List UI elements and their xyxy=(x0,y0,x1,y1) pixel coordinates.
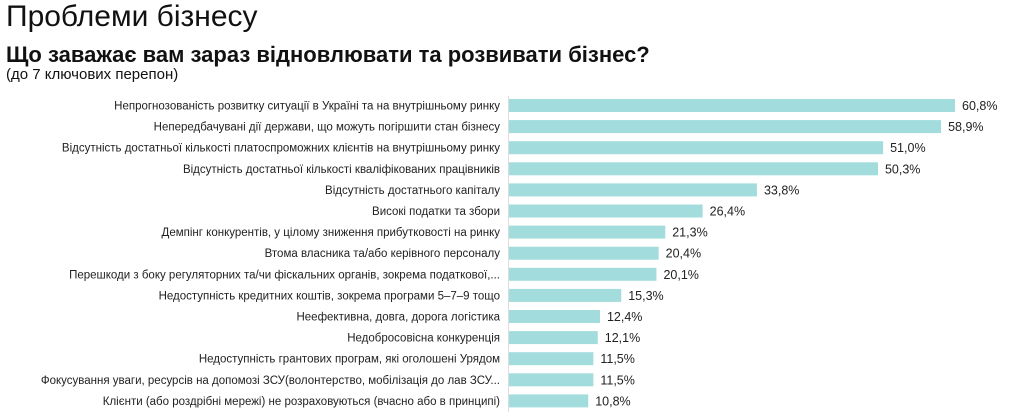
bar xyxy=(509,394,589,408)
data-label: 11,5% xyxy=(600,373,635,387)
bar xyxy=(509,204,703,218)
data-label: 33,8% xyxy=(764,183,799,197)
page-title: Проблеми бізнесу xyxy=(6,0,258,33)
bar xyxy=(509,373,594,387)
data-label: 10,8% xyxy=(595,394,630,408)
bar xyxy=(509,141,884,155)
category-label: Непрогнозованість розвитку ситуації в Ук… xyxy=(114,101,500,113)
category-label: Фокусування уваги, ресурсів на допомозі … xyxy=(41,375,500,387)
bar xyxy=(509,183,757,197)
category-label: Перешкоди з боку регуляторних та/чи фіск… xyxy=(69,269,500,281)
category-label: Демпінг конкурентів, у цілому зниження п… xyxy=(162,227,501,239)
bar xyxy=(509,331,598,345)
bar xyxy=(509,288,622,302)
bar xyxy=(509,120,942,134)
category-label: Високі податки та збори xyxy=(372,206,500,218)
data-label: 12,1% xyxy=(605,331,640,345)
chart-note: (до 7 ключових перепон) xyxy=(6,66,179,83)
data-label: 20,1% xyxy=(663,268,698,282)
data-label: 21,3% xyxy=(672,226,707,240)
category-label: Недоступність грантових програм, які ого… xyxy=(199,354,500,366)
category-label: Клієнти (або роздрібні мережі) не розрах… xyxy=(103,396,500,408)
data-label: 26,4% xyxy=(710,205,745,219)
category-label: Недоступність кредитних коштів, зокрема … xyxy=(159,290,500,302)
data-label: 15,3% xyxy=(628,289,663,303)
data-label: 51,0% xyxy=(890,141,925,155)
bar xyxy=(509,310,600,323)
data-label: 58,9% xyxy=(948,120,983,134)
category-label: Втома власника та/або керівного персонал… xyxy=(265,248,501,260)
category-label: Непередбачувані дії держави, що можуть п… xyxy=(154,122,501,134)
bar xyxy=(509,99,955,112)
data-label: 50,3% xyxy=(885,162,920,176)
chart-subtitle: Що заважає вам зараз відновлювати та роз… xyxy=(6,42,650,67)
data-label: 60,8% xyxy=(962,99,997,113)
data-label: 20,4% xyxy=(666,247,701,261)
bar xyxy=(509,352,594,366)
category-label: Відсутність достатньої кількості платосп… xyxy=(62,143,500,155)
category-label: Відсутність достатнього капіталу xyxy=(325,185,500,197)
data-label: 11,5% xyxy=(600,352,635,366)
category-label: Недобросовісна конкуренція xyxy=(347,333,500,345)
data-label: 12,4% xyxy=(607,310,642,324)
bar xyxy=(509,162,878,176)
bar xyxy=(509,246,659,260)
category-label: Неефективна, довга, дорога логістика xyxy=(296,312,500,324)
bar xyxy=(509,267,657,281)
bar xyxy=(509,225,666,239)
category-label: Відсутність достатньої кількості кваліфі… xyxy=(183,164,500,176)
